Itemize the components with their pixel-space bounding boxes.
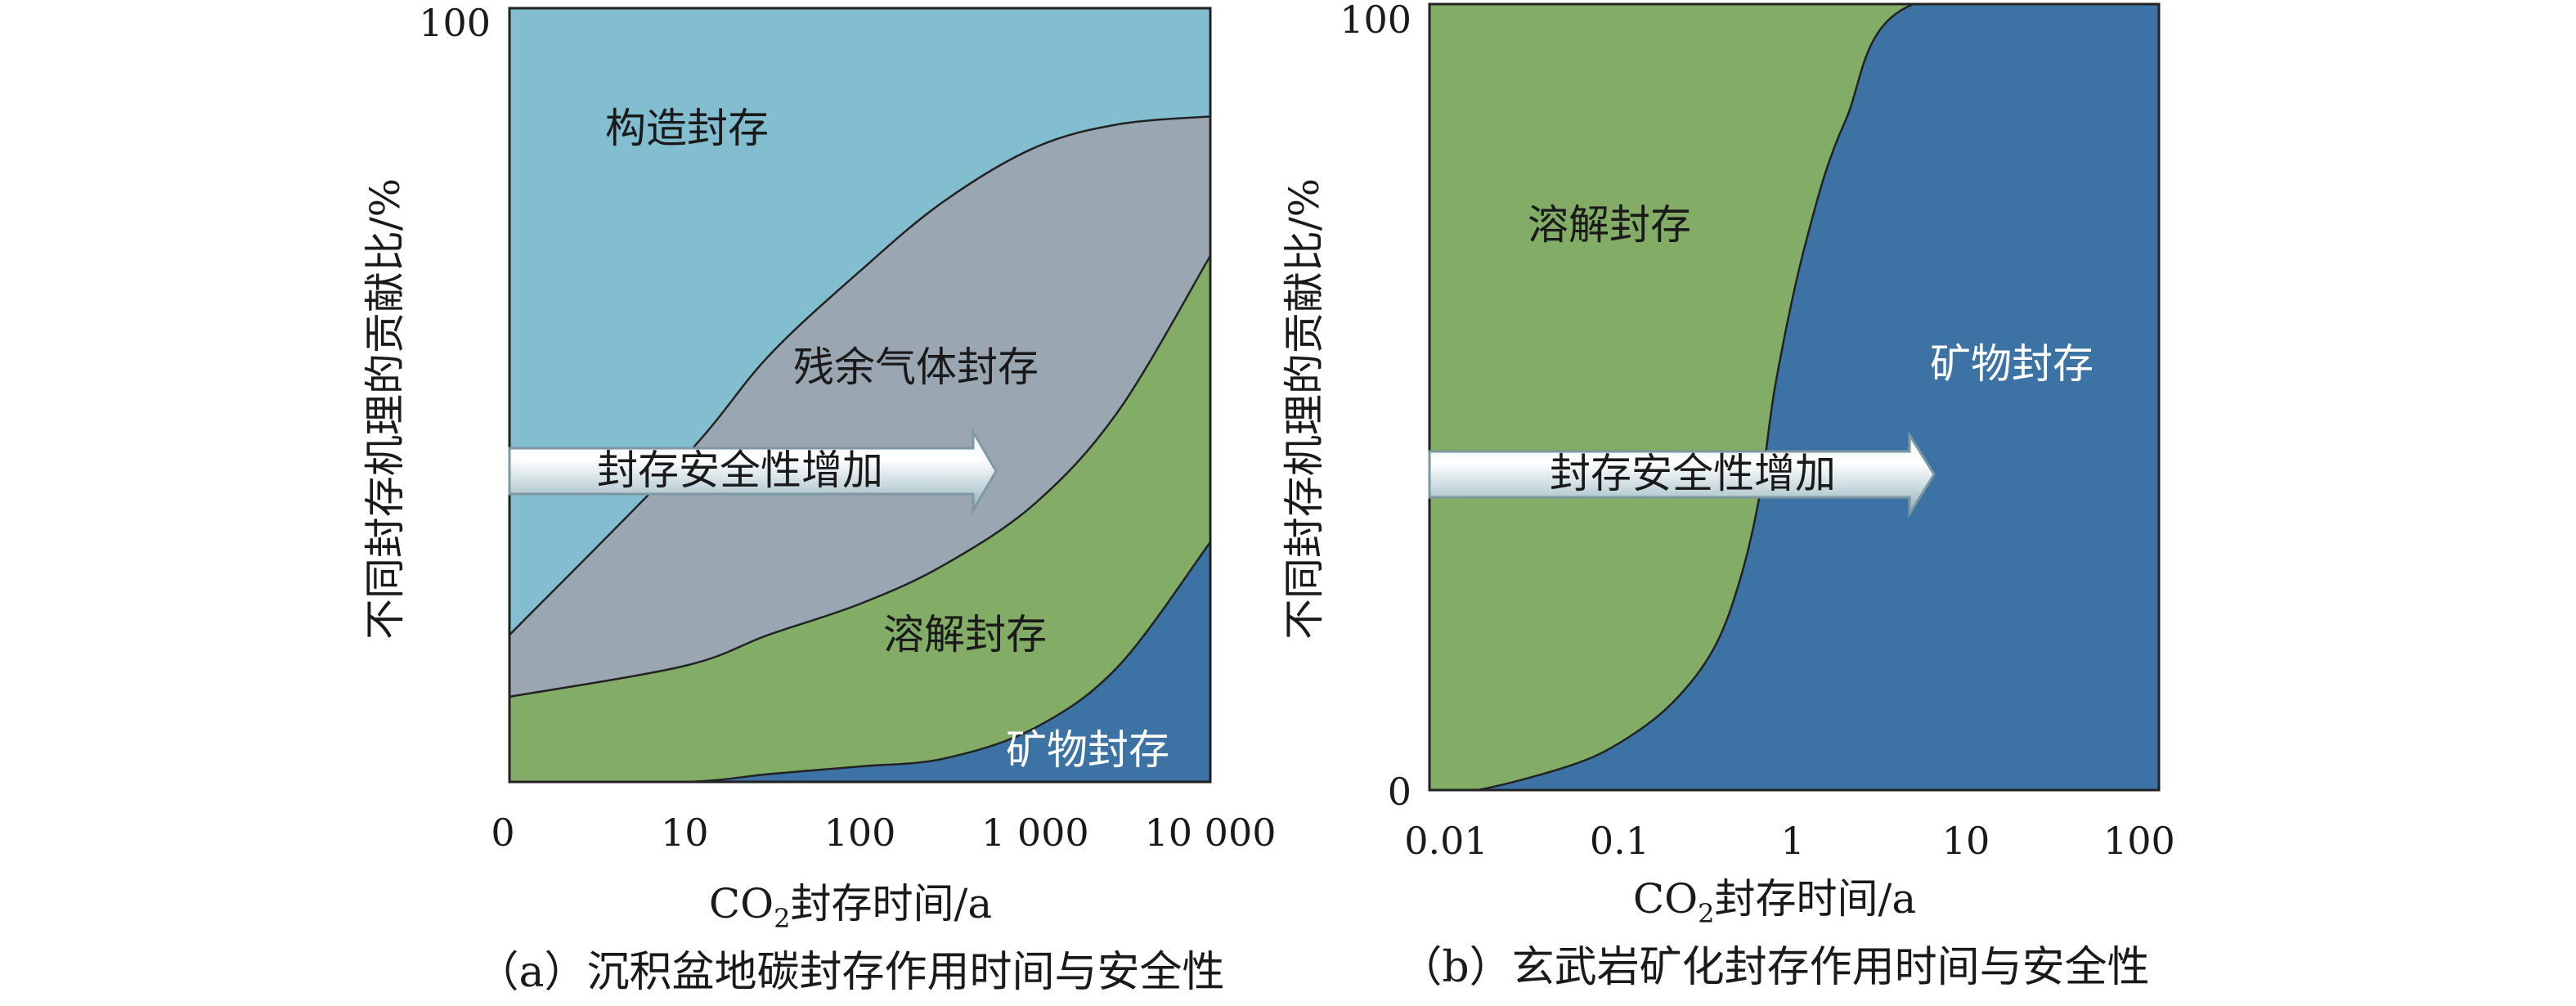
y-tick-b-0: 0 [1388,770,1411,814]
subplot-b: 封存安全性增加 溶解封存 矿物封存 100 0 0.01 0.1 1 10 100 不同… [1281,0,2175,992]
x-tick-a-3: 1 000 [981,811,1089,855]
safety-arrow-a: 封存安全性增加 [508,427,998,515]
region-label-dissolution-a: 溶解封存 [883,611,1047,658]
region-label-dissolution-b: 溶解封存 [1528,201,1691,249]
region-label-mineral-a: 矿物封存 [1006,726,1169,774]
region-label-structural: 构造封存 [605,105,769,152]
plot-frame-b [1428,2,2161,792]
x-tick-a-4: 10 000 [1145,811,1277,855]
x-ticks-a: 0 10 100 1 000 10 000 [491,811,1276,855]
safety-arrow-b: 封存安全性增加 [1428,430,1936,519]
boundary-line-a-0 [509,541,1210,782]
region-label-residual-gas: 残余气体封存 [793,344,1039,391]
region-label-mineral-b: 矿物封存 [1930,340,2094,388]
y-axis-label-a: 不同封存机理的贡献比/% [361,178,409,640]
y-axis-label-b: 不同封存机理的贡献比/% [1281,178,1328,640]
x-tick-a-1: 10 [661,811,709,855]
x-tick-a-0: 0 [491,811,514,855]
arrow-label-b: 封存安全性增加 [1550,450,1836,497]
x-tick-b-4: 100 [2103,819,2175,863]
arrow-label-a: 封存安全性增加 [597,447,883,494]
x-axis-label-b: CO2封存时间/a [1633,875,1916,929]
area-mineral-storage-a [509,541,1210,782]
x-tick-b-3: 10 [1942,819,1990,863]
x-axis-label-a: CO2封存时间/a [709,880,992,934]
x-tick-b-0: 0.01 [1404,819,1488,863]
subplot-a: 封存安全性增加 构造封存 残余气体封存 溶解封存 矿物封存 100 0 10 100… [361,1,1276,997]
y-tick-b-100: 100 [1340,0,1411,42]
area-dissolution-storage-a [509,255,1210,782]
y-tick-a-100: 100 [419,1,491,45]
plot-area-b [1429,4,2159,790]
caption-a: （a）沉积盆地碳封存作用时间与安全性 [476,948,1224,997]
caption-b: （b）玄武岩矿化封存作用时间与安全性 [1399,943,2149,992]
x-ticks-b: 0.01 0.1 1 10 100 [1404,819,2175,863]
x-tick-b-1: 0.1 [1590,819,1649,863]
area-mineral-storage-b [1429,4,2159,790]
x-tick-b-2: 1 [1781,819,1805,863]
boundary-line-a-1 [509,255,1210,698]
x-tick-a-2: 100 [824,811,896,855]
plot-frame-a [508,7,1212,784]
